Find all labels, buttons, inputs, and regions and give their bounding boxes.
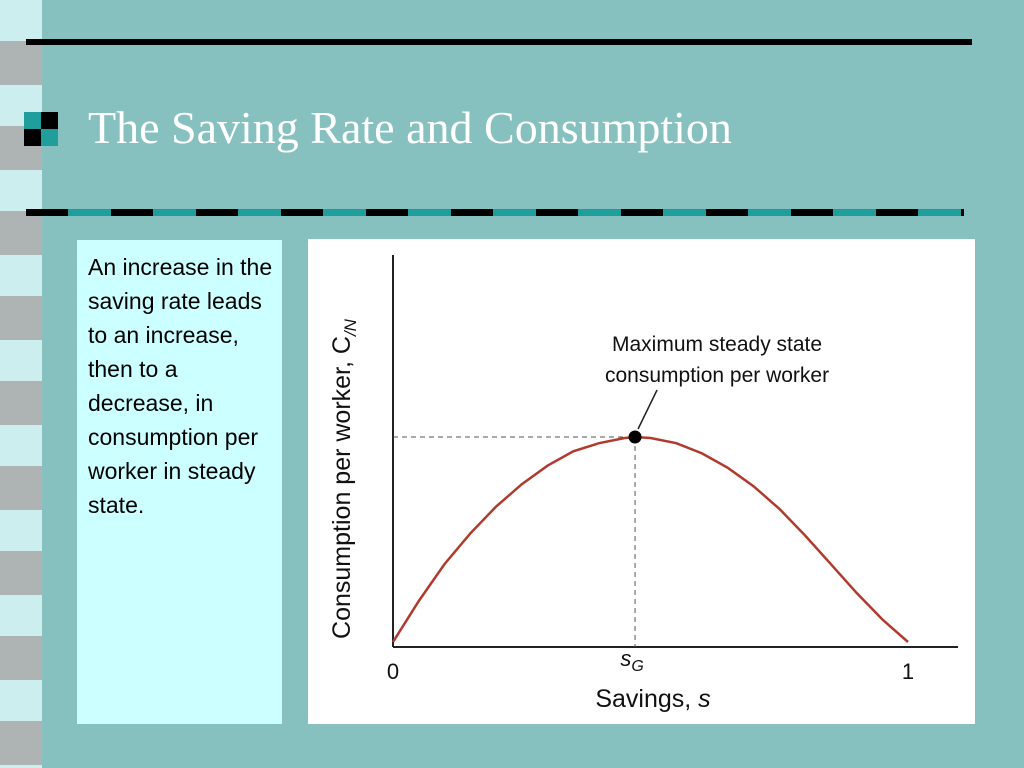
annotation-line: consumption per worker <box>605 364 829 387</box>
x-tick-label: 0 <box>387 659 399 684</box>
max-point-marker <box>628 430 642 444</box>
x-tick-label: 1 <box>902 659 914 684</box>
square-bullet-icon <box>24 112 58 146</box>
annotation-label: Maximum steady state consumption per work… <box>605 333 829 387</box>
y-axis-label: Consumption per worker, C/N <box>328 318 360 639</box>
annotation-pointer <box>637 389 658 430</box>
slide-title: The Saving Rate and Consumption <box>88 102 732 153</box>
dashed-divider <box>26 209 964 216</box>
consumption-curve <box>391 435 909 643</box>
chart-svg: Maximum steady state consumption per work… <box>328 255 958 713</box>
annotation-line: Maximum steady state <box>612 333 822 356</box>
chart-panel: Maximum steady state consumption per work… <box>308 239 975 724</box>
text-box: An increase in the saving rate leads to … <box>77 240 282 724</box>
x-axis-label: Savings, s <box>595 685 710 713</box>
body-text: An increase in the saving rate leads to … <box>88 254 273 518</box>
top-rule <box>26 39 972 45</box>
sG-tick-label: sG <box>620 646 643 675</box>
